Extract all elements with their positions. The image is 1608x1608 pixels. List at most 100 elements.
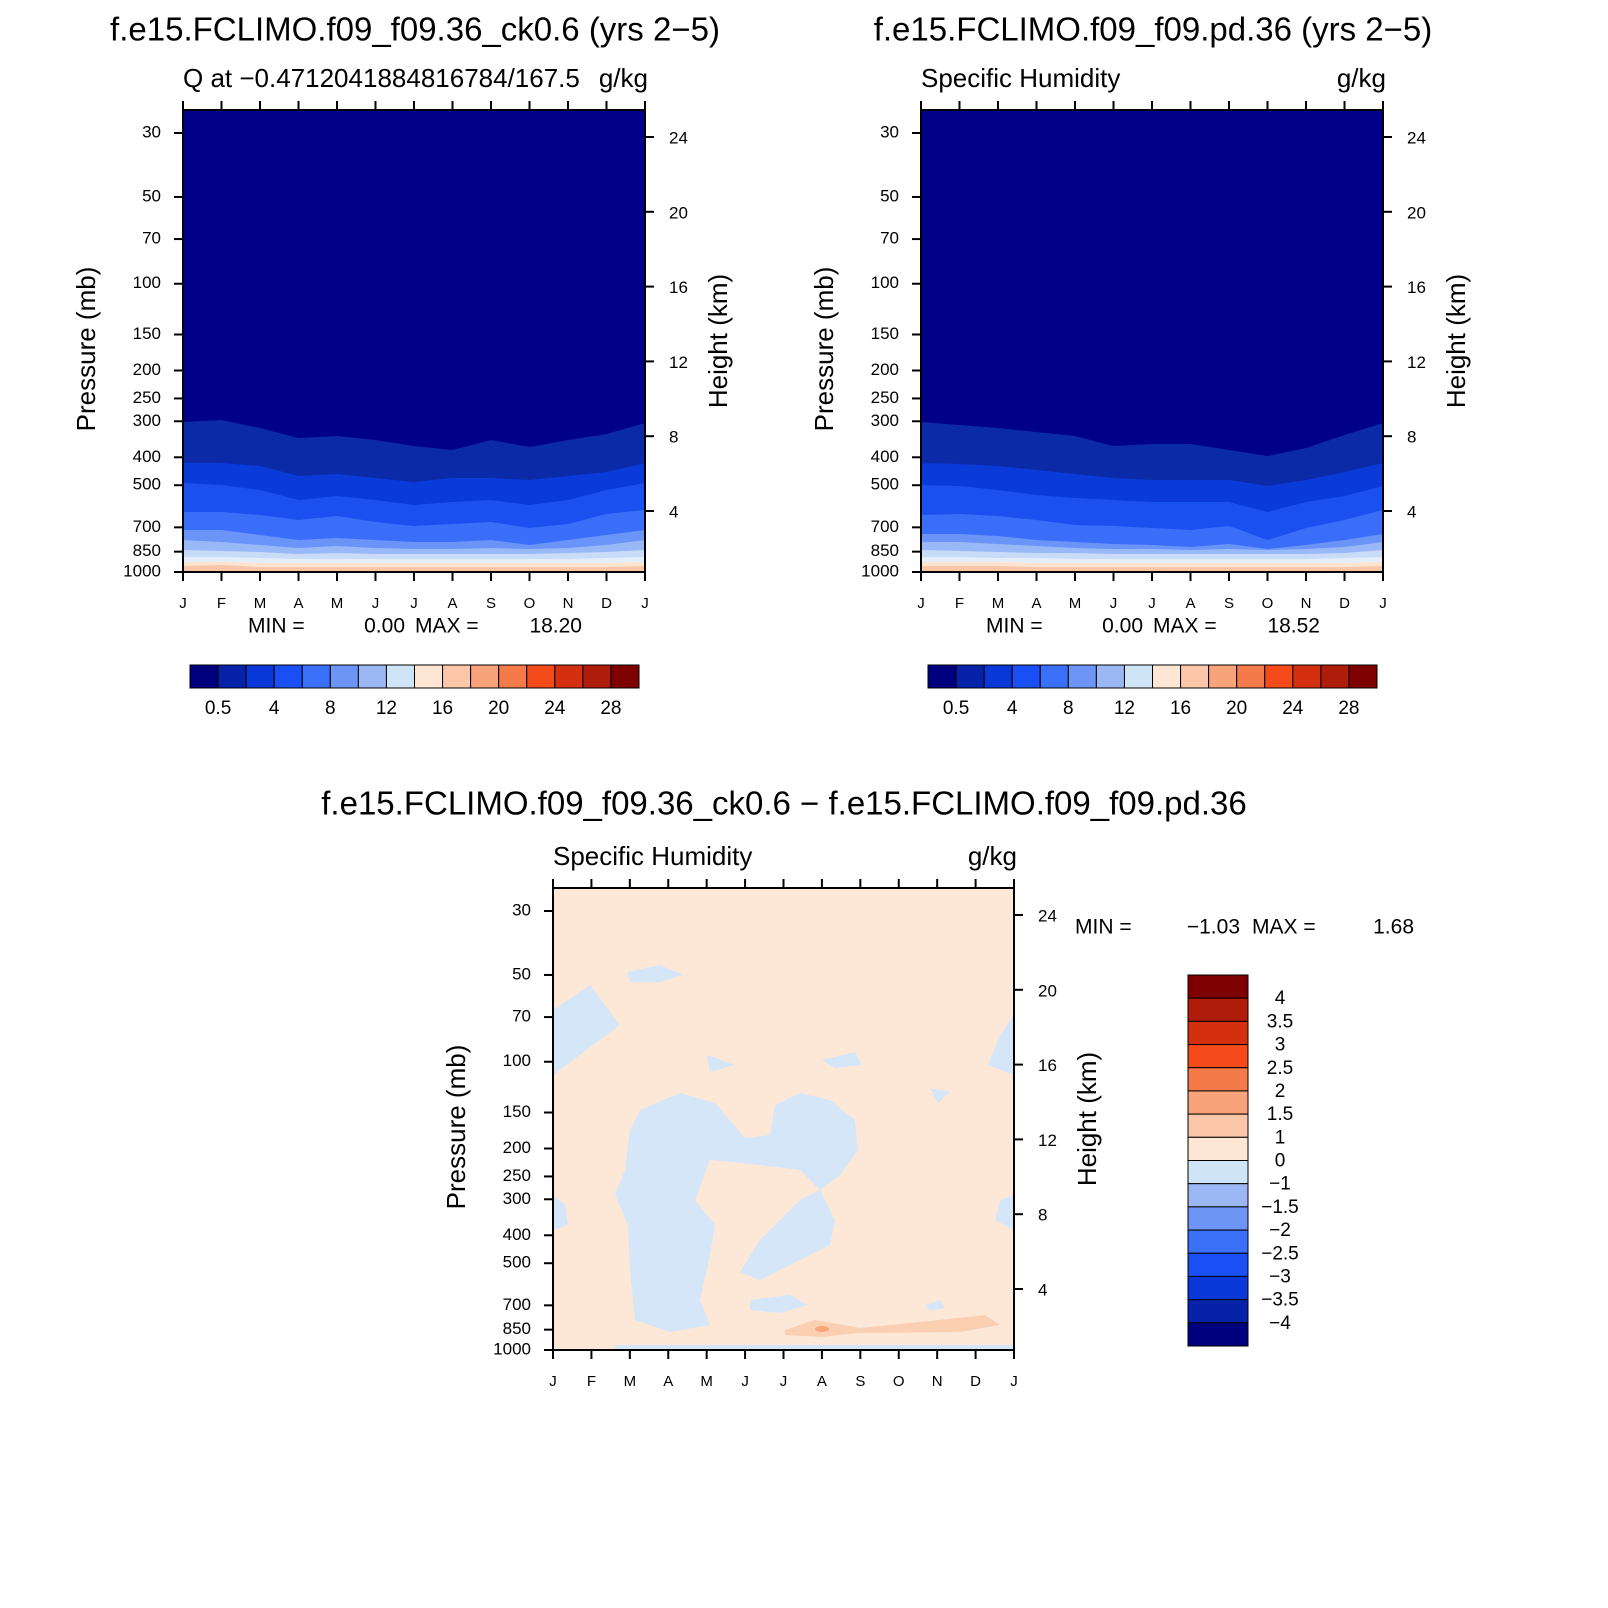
colorbar-box xyxy=(927,664,957,689)
colorbar-label: 20 xyxy=(1226,698,1247,719)
colorbar-label: 24 xyxy=(1282,698,1304,719)
y-tick-label: 70 xyxy=(142,229,161,248)
colorbar-box xyxy=(1180,664,1210,689)
x-tick-label: D xyxy=(1339,595,1350,612)
min-label: MIN = xyxy=(986,615,1043,638)
contour-fill xyxy=(921,566,1383,572)
colorbar-label: 0.5 xyxy=(205,698,231,719)
y-axis-title: Pressure (mb) xyxy=(71,267,101,432)
contour-fill xyxy=(815,1326,829,1332)
contour-fill xyxy=(750,1295,808,1313)
min-value: 0.00 xyxy=(364,615,405,638)
colorbar-box xyxy=(1292,664,1322,689)
contour-fill xyxy=(995,1195,1014,1230)
y2-tick-label: 20 xyxy=(669,203,688,222)
colorbar-box xyxy=(1187,1113,1249,1138)
colorbar-box xyxy=(1187,1136,1249,1161)
colorbar-label: −1.5 xyxy=(1261,1197,1299,1218)
colorbar-box xyxy=(610,664,640,689)
colorbar-label: 12 xyxy=(1114,698,1135,719)
y2-axis-title: Height (km) xyxy=(703,274,733,408)
y-tick-label: 150 xyxy=(133,324,161,343)
colorbar-box xyxy=(1187,1044,1249,1069)
colorbar-box xyxy=(582,664,612,689)
x-tick-label: M xyxy=(254,595,267,612)
x-tick-label: M xyxy=(992,595,1005,612)
x-tick-label: J xyxy=(1010,1373,1018,1390)
y-tick-label: 500 xyxy=(503,1253,531,1272)
y-tick-label: 500 xyxy=(871,475,899,494)
y-axis-title: Pressure (mb) xyxy=(441,1045,471,1210)
colorbar-box xyxy=(301,664,331,689)
y-tick-label: 1000 xyxy=(861,561,899,580)
y2-tick-label: 8 xyxy=(1407,428,1416,447)
x-tick-label: M xyxy=(331,595,344,612)
y-tick-label: 700 xyxy=(871,517,899,536)
colorbar-box xyxy=(1236,664,1266,689)
min-label: MIN = xyxy=(248,615,305,638)
y-tick-label: 300 xyxy=(503,1189,531,1208)
x-tick-label: F xyxy=(217,595,226,612)
colorbar-box xyxy=(1011,664,1041,689)
colorbar-box xyxy=(1152,664,1182,689)
colorbar-label: 24 xyxy=(544,698,566,719)
contour-fill xyxy=(785,1315,1000,1337)
y-tick-label: 50 xyxy=(142,186,161,205)
y2-tick-label: 16 xyxy=(1407,278,1426,297)
max-value: 1.68 xyxy=(1373,916,1414,939)
panel-units: g/kg xyxy=(968,841,1017,871)
contour-fill xyxy=(925,1300,945,1310)
colorbar-box xyxy=(1348,664,1378,689)
y-tick-label: 30 xyxy=(142,122,161,141)
contour-fill xyxy=(988,1015,1014,1075)
x-tick-label: J xyxy=(372,595,380,612)
colorbar-label: 4 xyxy=(1275,988,1286,1009)
colorbar-label: −3 xyxy=(1269,1266,1291,1287)
y2-tick-label: 8 xyxy=(669,428,678,447)
colorbar-box xyxy=(1187,1275,1249,1301)
colorbar-box xyxy=(217,664,247,689)
y2-tick-label: 4 xyxy=(1038,1280,1047,1299)
y2-tick-label: 20 xyxy=(1038,981,1057,1000)
colorbar-box xyxy=(329,664,359,689)
y-tick-label: 150 xyxy=(871,324,899,343)
colorbar-label: 1 xyxy=(1275,1127,1286,1148)
x-tick-label: A xyxy=(663,1373,673,1390)
y-tick-label: 1000 xyxy=(493,1339,531,1358)
colorbar-label: 12 xyxy=(376,698,397,719)
y-tick-label: 400 xyxy=(871,447,899,466)
x-tick-label: A xyxy=(1185,595,1195,612)
y-tick-label: 100 xyxy=(133,273,161,292)
y-axis-title: Pressure (mb) xyxy=(809,267,839,432)
colorbar-box xyxy=(526,664,556,689)
colorbar-box xyxy=(498,664,528,689)
y-tick-label: 300 xyxy=(871,411,899,430)
y-tick-label: 50 xyxy=(880,186,899,205)
x-tick-label: A xyxy=(817,1373,827,1390)
x-tick-label: N xyxy=(932,1373,943,1390)
colorbar-label: 16 xyxy=(432,698,453,719)
x-tick-label: J xyxy=(1148,595,1156,612)
max-label: MAX = xyxy=(415,615,479,638)
min-value: 0.00 xyxy=(1102,615,1143,638)
y-tick-label: 850 xyxy=(503,1319,531,1338)
y2-tick-label: 24 xyxy=(1038,906,1057,925)
colorbar-label: 20 xyxy=(488,698,509,719)
x-tick-label: J xyxy=(179,595,187,612)
y-tick-label: 850 xyxy=(133,541,161,560)
colorbar-label: 1.5 xyxy=(1267,1104,1293,1125)
y2-tick-label: 16 xyxy=(1038,1056,1057,1075)
y-tick-label: 200 xyxy=(133,360,161,379)
contour-fill xyxy=(553,985,620,1075)
y-tick-label: 400 xyxy=(133,447,161,466)
colorbar-box xyxy=(245,664,275,689)
panel-units: g/kg xyxy=(599,63,648,93)
colorbar-box xyxy=(1095,664,1125,689)
x-tick-label: J xyxy=(410,595,418,612)
colorbar-label: 2 xyxy=(1275,1081,1286,1102)
colorbar-box xyxy=(357,664,387,689)
y-tick-label: 250 xyxy=(133,388,161,407)
y-tick-label: 200 xyxy=(871,360,899,379)
panel-units: g/kg xyxy=(1337,63,1386,93)
